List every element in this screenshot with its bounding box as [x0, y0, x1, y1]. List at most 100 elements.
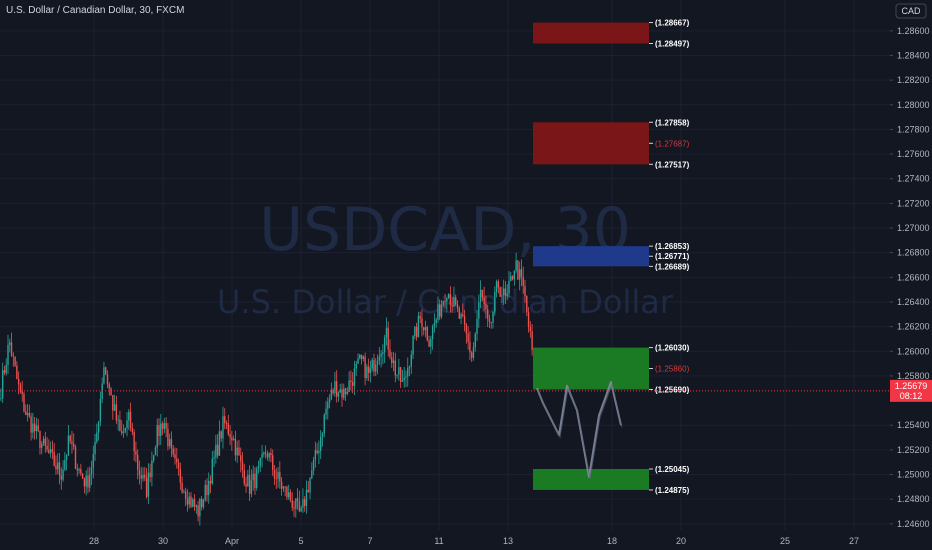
candle-body	[174, 454, 176, 459]
zone-box[interactable]	[533, 468, 649, 490]
candle-body	[220, 431, 222, 439]
candle-body	[243, 470, 245, 484]
zone-box[interactable]	[533, 122, 649, 165]
time-axis-background	[0, 530, 890, 550]
candle-body	[254, 473, 256, 488]
candle-body	[501, 295, 503, 297]
time-axis[interactable]: 28 30 Apr 5 7 11 13 18 20 25 27	[0, 530, 890, 550]
candle-body	[106, 374, 109, 385]
candle-body	[502, 288, 505, 296]
candle-body	[192, 499, 194, 507]
candle-body	[373, 359, 375, 372]
candle-body	[273, 469, 276, 479]
currency-badge[interactable]: CAD	[895, 3, 927, 19]
candle-body	[359, 355, 361, 359]
candle-body	[231, 437, 233, 441]
zone-resistance-2[interactable]: (1.27858) (1.27517) (1.27687)	[533, 118, 690, 169]
candle-body	[161, 423, 164, 429]
candle-body	[195, 505, 198, 507]
candle-body	[81, 473, 84, 479]
candle-body	[515, 260, 517, 271]
candle-body	[277, 472, 279, 479]
candle-body	[302, 499, 304, 508]
candle-body	[517, 260, 519, 280]
candle-body	[367, 366, 370, 373]
candle-body	[186, 498, 189, 505]
candle-body	[508, 280, 510, 294]
zone-box[interactable]	[533, 22, 649, 44]
candle-body	[232, 438, 235, 441]
candle-body	[99, 398, 102, 422]
candle-body	[183, 491, 185, 493]
current-price-tag: 1.25679 08:12	[890, 379, 932, 402]
candle-body	[387, 327, 389, 350]
candle-body	[433, 323, 436, 327]
time-tick-label: 7	[367, 536, 372, 546]
zone-support-2[interactable]: (1.25045) (1.24875)	[533, 465, 690, 495]
candle-body	[218, 431, 221, 456]
candle-body	[380, 353, 382, 357]
price-axis[interactable]: 1.28600 1.28400 1.28200 1.28000 1.27800 1.276…	[890, 0, 932, 550]
current-price-tag-box	[890, 379, 932, 402]
candle-body	[181, 482, 183, 493]
candle-body	[21, 391, 23, 394]
candle-body	[286, 486, 288, 498]
candle-body	[193, 499, 196, 507]
candle-body	[353, 368, 356, 386]
candle-body	[12, 355, 15, 357]
candle-body	[83, 478, 86, 487]
candle-body	[229, 434, 231, 438]
candle-body	[216, 444, 219, 456]
candle-body	[248, 474, 251, 494]
zone-resistance-1[interactable]: (1.28667) (1.28497)	[533, 19, 690, 49]
candle-body	[504, 288, 507, 296]
candle-body	[431, 326, 434, 339]
candle-body	[3, 370, 6, 373]
zone-pivot[interactable]: (1.26853) (1.26689)(1.26771)	[533, 242, 690, 271]
candle-body	[9, 342, 11, 345]
candle-body	[133, 431, 135, 452]
time-tick-label: 20	[676, 536, 686, 546]
candle-body	[510, 276, 512, 281]
candle-body	[325, 408, 327, 415]
candle-body	[16, 365, 18, 380]
zone-mid-label: (1.26771)	[655, 252, 690, 261]
candle-body	[335, 381, 338, 397]
candle-body	[392, 360, 395, 363]
candle-body	[225, 423, 228, 425]
projection-layer[interactable]	[536, 381, 623, 480]
zone-top-label: (1.26030)	[655, 344, 690, 353]
candle-body	[451, 304, 453, 307]
candle-body	[37, 425, 39, 432]
candle-body	[472, 347, 475, 358]
candle-body	[364, 356, 366, 379]
candle-body	[46, 445, 48, 450]
candle-body	[60, 475, 62, 480]
candle-body	[471, 352, 473, 358]
candle-body	[103, 367, 105, 384]
candle-body	[44, 438, 47, 446]
zone-box[interactable]	[533, 347, 649, 390]
zone-top-label: (1.28667)	[655, 19, 690, 28]
candle-body	[494, 291, 496, 312]
zone-box[interactable]	[533, 246, 649, 267]
candle-body	[348, 380, 350, 392]
zone-support-1[interactable]: (1.26030) (1.25690) (1.25860)	[533, 344, 690, 395]
zones-layer[interactable]: (1.28667)(1.28497) (1.27858)(1.27517)(1.2…	[533, 19, 690, 495]
candle-body	[165, 423, 167, 429]
candle-body	[117, 419, 119, 421]
candle-body	[389, 349, 391, 358]
candle-body	[474, 333, 476, 348]
candle-body	[94, 441, 96, 455]
candle-body	[224, 416, 226, 424]
candle-body	[435, 319, 437, 324]
candle-body	[76, 468, 78, 471]
candle-body	[73, 443, 75, 447]
candle-body	[80, 469, 82, 474]
candle-body	[339, 389, 341, 393]
candle-body	[110, 388, 112, 396]
candle-body	[167, 428, 169, 447]
candle-body	[362, 356, 365, 359]
candle-body	[371, 359, 373, 369]
